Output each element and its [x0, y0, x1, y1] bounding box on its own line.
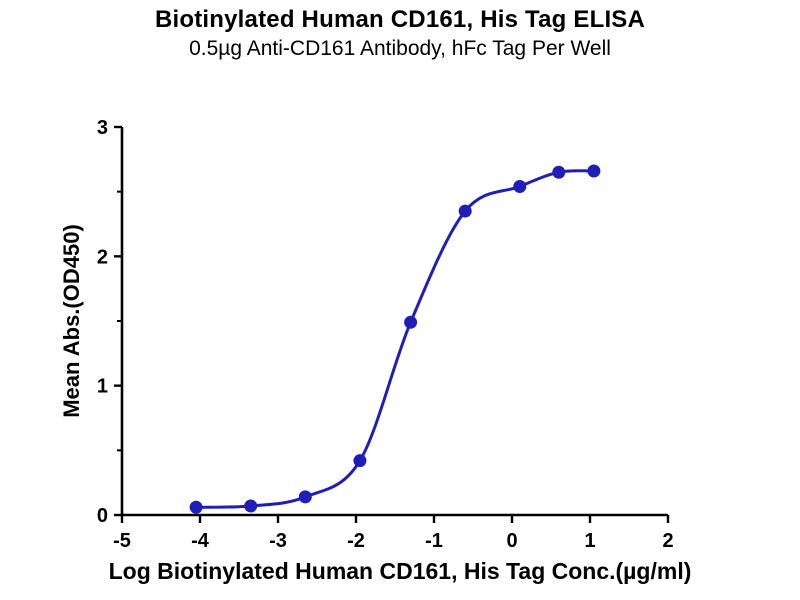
x-tick-label: -2 [347, 530, 365, 552]
chart-title: Biotinylated Human CD161, His Tag ELISA [154, 6, 646, 33]
data-point [244, 499, 258, 513]
y-tick-label: 1 [97, 376, 108, 398]
y-tick-label: 3 [97, 117, 108, 139]
x-tick-label: -3 [269, 530, 287, 552]
x-tick-label: -1 [425, 530, 443, 552]
data-point [404, 315, 418, 329]
y-tick-label: 0 [97, 505, 108, 527]
data-point [298, 490, 312, 504]
fit-curve [194, 169, 596, 509]
y-axis-label: Mean Abs.(OD450) [59, 224, 84, 418]
x-tick-label: -5 [113, 530, 131, 552]
x-axis-label: Log Biotinylated Human CD161, His Tag Co… [108, 558, 692, 584]
data-point [552, 165, 566, 179]
data-point [353, 454, 367, 468]
x-tick-label: 2 [662, 530, 673, 552]
x-tick-label: 0 [506, 530, 517, 552]
data-point [458, 204, 472, 218]
chart-subtitle: 0.5µg Anti-CD161 Antibody, hFc Tag Per W… [189, 37, 611, 60]
data-point [587, 164, 601, 178]
y-tick-label: 2 [97, 246, 108, 268]
data-point [189, 500, 203, 514]
x-tick-label: 1 [584, 530, 595, 552]
data-point [513, 179, 527, 193]
x-tick-label: -4 [191, 530, 210, 552]
